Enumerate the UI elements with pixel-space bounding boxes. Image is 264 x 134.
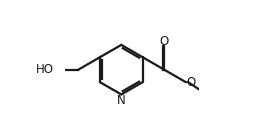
Text: O: O bbox=[160, 35, 169, 48]
Text: HO: HO bbox=[36, 63, 54, 76]
Text: N: N bbox=[117, 94, 126, 107]
Text: O: O bbox=[186, 76, 196, 89]
